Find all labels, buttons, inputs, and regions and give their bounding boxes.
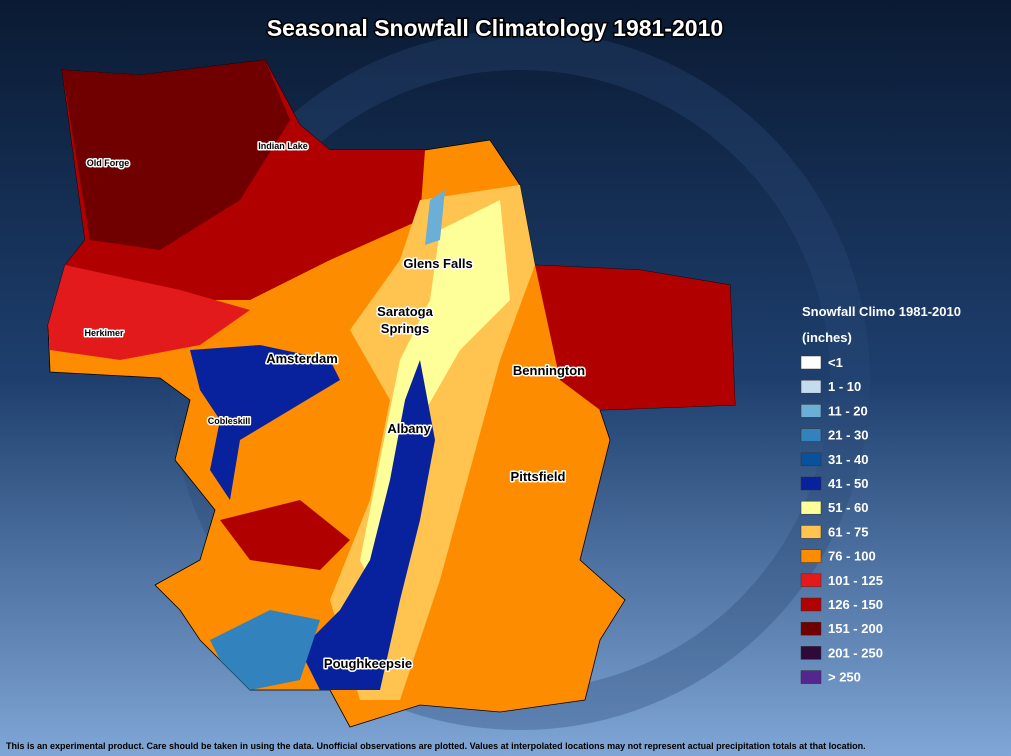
legend-label: 201 - 250 [828, 645, 883, 660]
snowfall-map [47, 59, 736, 728]
legend-label: 41 - 50 [828, 476, 868, 491]
legend-label: 61 - 75 [828, 524, 868, 539]
place-label: Herkimer [84, 328, 124, 338]
footer: This is an experimental product. Care sh… [6, 741, 866, 751]
hudson-valley [300, 360, 435, 690]
place-label: Old Forge [87, 158, 130, 168]
legend-swatch [800, 428, 822, 442]
legend-label: 101 - 125 [828, 573, 883, 588]
legend-swatch [800, 379, 822, 394]
place-label: Cobleskill [208, 416, 251, 426]
legend-label: 126 - 150 [828, 597, 883, 612]
legend: Snowfall Climo 1981-2010 (inches) <1 1 - … [800, 304, 961, 685]
legend-swatch [800, 621, 822, 636]
legend-swatch [800, 500, 822, 515]
legend-label: > 250 [828, 670, 861, 685]
place-label: Indian Lake [258, 141, 308, 151]
legend-swatch [800, 452, 822, 467]
legend-label: 21 - 30 [828, 428, 868, 443]
legend-label: 76 - 100 [828, 549, 876, 564]
legend-label: 51 - 60 [828, 500, 868, 515]
legend-swatch [800, 404, 822, 418]
title: Seasonal Snowfall Climatology 1981-2010 [267, 15, 723, 41]
place-label: Poughkeepsie [324, 656, 412, 671]
legend-swatch [800, 670, 822, 684]
lower-valley [210, 610, 320, 690]
legend-swatch [800, 573, 822, 588]
mohawk-valley [190, 345, 340, 500]
legend-units: (inches) [802, 330, 852, 345]
snow-west [48, 265, 250, 360]
legend-label: <1 [828, 355, 843, 370]
lake [425, 190, 445, 245]
legend-label: 1 - 10 [828, 379, 861, 394]
place-label: Glens Falls [403, 256, 472, 271]
legend-title: Snowfall Climo 1981-2010 [802, 304, 961, 319]
legend-swatch [800, 525, 822, 539]
legend-swatch [800, 355, 822, 370]
legend-label: 31 - 40 [828, 452, 868, 467]
place-label: Springs [381, 321, 429, 336]
legend-swatch [800, 597, 822, 612]
place-label: Saratoga [377, 304, 433, 319]
place-label: Amsterdam [266, 351, 338, 366]
legend-swatch [800, 476, 822, 491]
place-label: Bennington [513, 363, 585, 378]
place-label: Albany [387, 421, 431, 436]
legend-label: 11 - 20 [828, 403, 868, 418]
place-label: Pittsfield [511, 469, 566, 484]
catskills [220, 500, 350, 570]
legend-label: 151 - 200 [828, 621, 883, 636]
peak-snow [62, 60, 290, 250]
legend-swatch [800, 646, 822, 660]
snow-east [535, 265, 735, 410]
legend-swatch [800, 549, 822, 563]
